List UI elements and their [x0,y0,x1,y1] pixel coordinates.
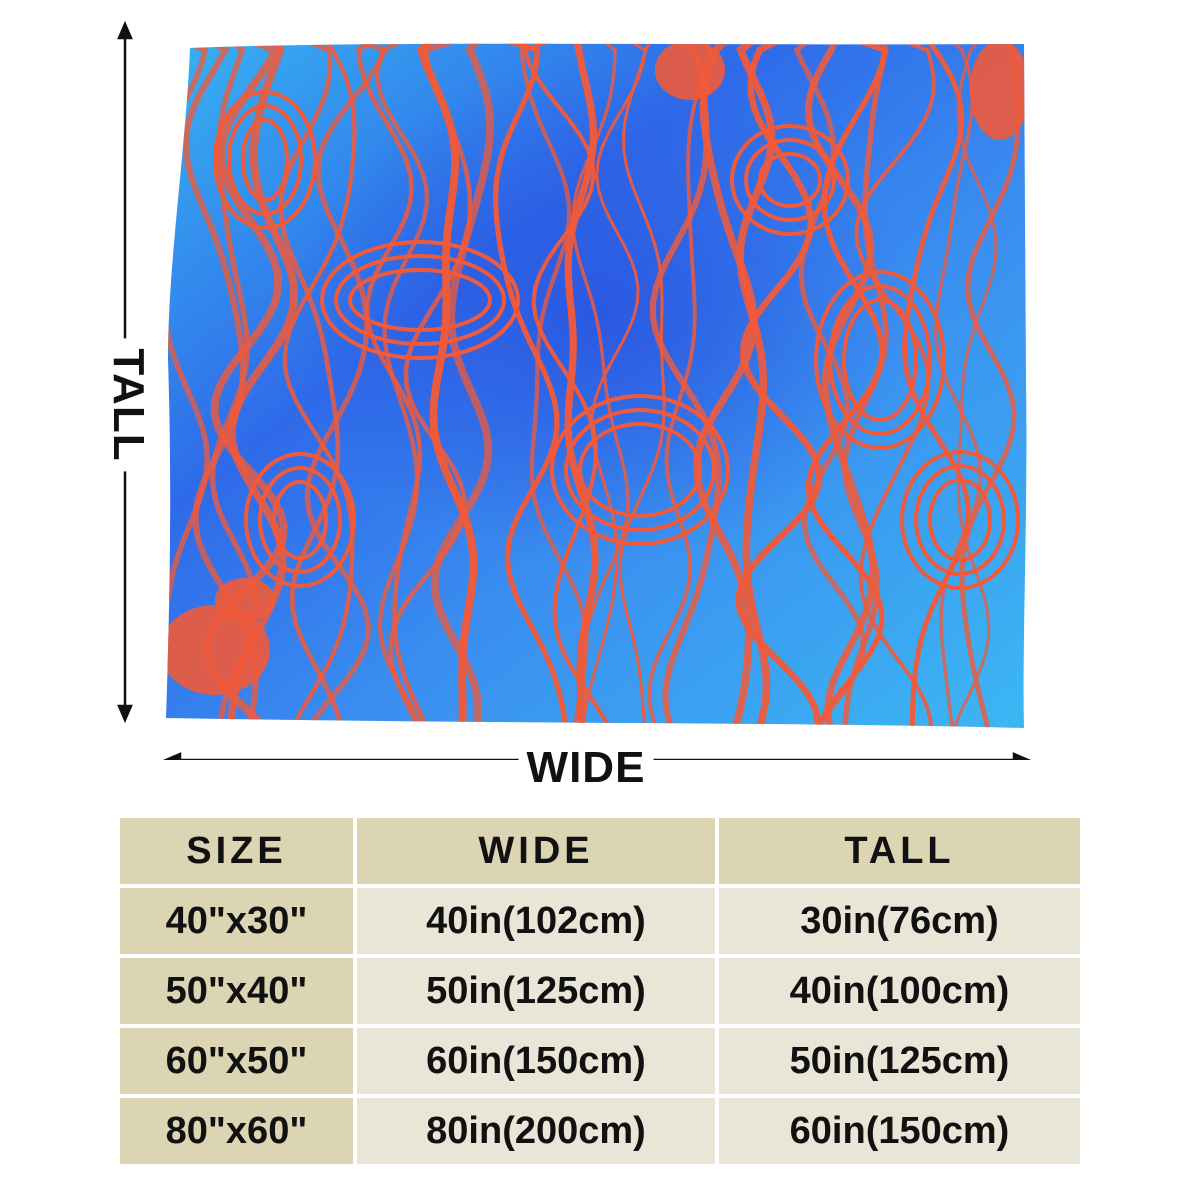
size-cell: 60"x50" [120,1028,353,1094]
swirl-contour [842,298,918,422]
swirl-contour [334,254,506,346]
swirl-stripe [493,43,570,728]
swirl-stripe [166,43,210,728]
swirl-stripe [375,43,429,728]
product-diagram: TALL WIDE [103,20,1032,793]
size-chart-table: SIZE WIDE TALL 40"x30" 40in(102cm) 30in(… [120,818,1080,1168]
swirl-contour [320,240,520,360]
swirl-contour [814,270,946,450]
swirl-contour [900,450,1020,590]
tall-cell: 30in(76cm) [719,888,1080,954]
swirl-contour [744,138,836,222]
swirl-contour [758,152,822,208]
header-tall: TALL [719,818,1080,884]
table-row: 80"x60" 80in(200cm) 60in(150cm) [120,1098,1080,1164]
swirl-contour [213,90,317,230]
size-cell: 80"x60" [120,1098,353,1164]
swirl-stripe [736,43,776,728]
swirl-stripe [735,43,823,728]
swirl-stripe [356,43,434,728]
swirl-stripe [618,43,666,728]
swirl-stripe [949,43,998,728]
swirl-contour [348,268,492,332]
swirl-stripe [282,43,357,728]
wide-cell: 40in(102cm) [357,888,715,954]
tall-cell: 60in(150cm) [719,1098,1080,1164]
swirl-contour [550,394,730,546]
header-size: SIZE [120,818,353,884]
swirl-stripe [301,43,389,728]
swirl-contour [928,478,992,562]
wide-cell: 80in(200cm) [357,1098,715,1164]
swirl-contour [578,422,702,518]
swirl-blob [655,43,725,100]
swirl-stripe [430,43,494,728]
wide-dimension-arrow [162,752,1032,760]
swirl-stripe [793,43,866,728]
swirl-stripe [416,43,478,728]
table-row: 60"x50" 60in(150cm) 50in(125cm) [120,1028,1080,1094]
swirl-contour [730,124,850,236]
blanket-pattern [166,43,1027,728]
tall-cell: 40in(100cm) [719,958,1080,1024]
swirl-contour [244,452,356,588]
swirl-contour [241,118,289,202]
swirl-blob [215,578,275,622]
swirl-stripe [571,43,630,728]
swirl-stripe [227,43,298,728]
table-header-row: SIZE WIDE TALL [120,818,1080,884]
swirl-stripe [692,43,758,728]
tall-cell: 50in(125cm) [719,1028,1080,1094]
swirl-blob [166,605,270,695]
header-wide: WIDE [357,818,715,884]
size-cell: 40"x30" [120,888,353,954]
table-row: 40"x30" 40in(102cm) 30in(76cm) [120,888,1080,954]
swirl-contour [564,408,716,532]
swirl-contour [227,104,303,216]
swirl-stripe [647,43,712,728]
swirl-stripe [278,43,347,728]
swirl-contour [258,466,342,574]
table-row: 50"x40" 50in(125cm) 40in(100cm) [120,958,1080,1024]
wide-label: WIDE [518,743,654,793]
swirl-blob [970,43,1027,140]
wide-cell: 50in(125cm) [357,958,715,1024]
swirl-stripe [959,43,1021,728]
blanket-illustration [117,20,1032,760]
size-cell: 50"x40" [120,958,353,1024]
swirl-stripe [388,43,473,728]
swirl-contour [272,480,328,560]
swirl-contour [914,464,1006,576]
wide-cell: 60in(150cm) [357,1028,715,1094]
tall-label: TALL [103,338,153,472]
swirl-stripe [580,43,647,728]
swirl-contour [828,284,932,436]
